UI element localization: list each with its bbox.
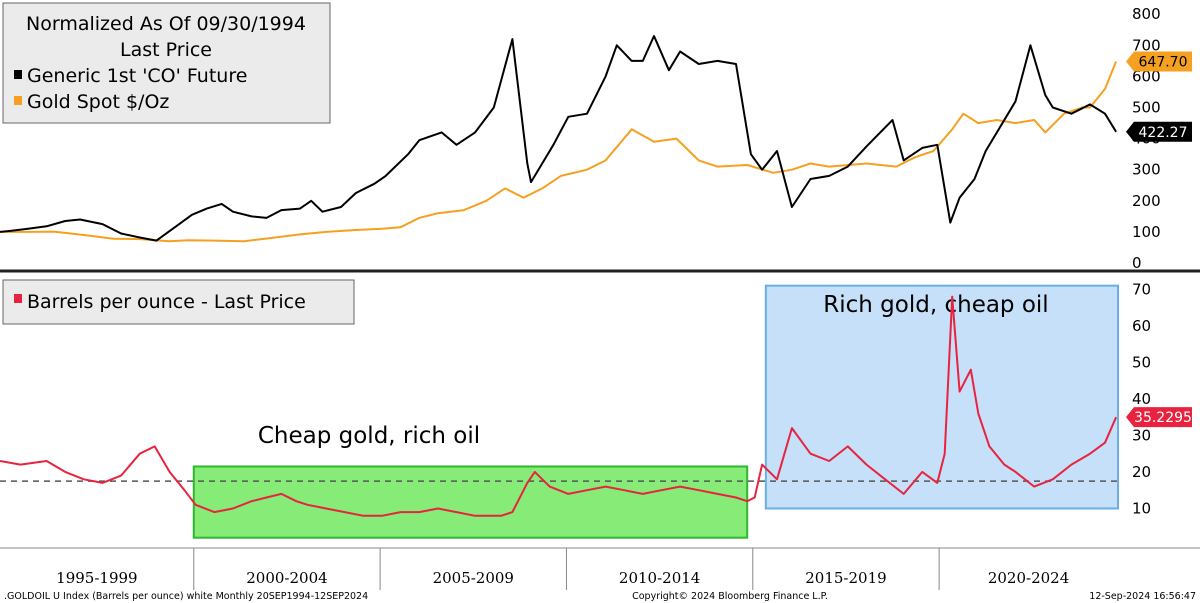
region-cheap-gold-rich-oil xyxy=(192,465,749,539)
bottom-y-tick-label: 50 xyxy=(1132,353,1151,371)
bottom-y-tick-label: 30 xyxy=(1132,426,1151,444)
legend-swatch-gold-spot xyxy=(14,96,22,105)
footer-index-info: .GOLDOIL U Index (Barrels per ounce) whi… xyxy=(4,591,368,602)
annotation-regions: Cheap gold, rich oil Rich gold, cheap oi… xyxy=(192,284,1120,539)
x-category-label: 2010-2014 xyxy=(619,569,700,587)
x-category-label: 2005-2009 xyxy=(433,569,514,587)
bottom-y-tick-label: 60 xyxy=(1132,317,1151,335)
bottom-y-tick-label: 70 xyxy=(1132,280,1151,298)
x-axis: 1995-1999 2000-2004 2005-2009 2010-2014 2015… xyxy=(56,548,1069,590)
bottom-y-tick-label: 40 xyxy=(1132,390,1151,408)
gold-last-value-badge-shape xyxy=(1126,51,1192,72)
annotation-rich-gold-cheap-oil: Rich gold, cheap oil xyxy=(823,292,1048,318)
legend-label-barrels-per-ounce: Barrels per ounce - Last Price xyxy=(27,291,306,313)
annotation-cheap-gold-rich-oil: Cheap gold, rich oil xyxy=(258,423,480,449)
top-y-tick-label: 700 xyxy=(1132,36,1161,54)
top-y-tick-label: 800 xyxy=(1132,5,1161,23)
crude-last-value-badge-shape xyxy=(1126,121,1192,142)
top-y-tick-label: 200 xyxy=(1132,192,1161,210)
bottom-legend: Barrels per ounce - Last Price xyxy=(2,279,355,325)
legend-swatch-crude-future xyxy=(14,70,22,79)
footer: .GOLDOIL U Index (Barrels per ounce) whi… xyxy=(4,591,1196,602)
top-y-tick-label: 500 xyxy=(1132,99,1161,117)
legend-title: Normalized As Of 09/30/1994 xyxy=(26,13,306,35)
legend-swatch-barrels-per-ounce xyxy=(14,294,22,303)
bottom-last-value-badges: 35.2295 xyxy=(1126,407,1192,428)
legend-label-gold-spot: Gold Spot $/Oz xyxy=(27,91,169,113)
barrels-last-value-badge-label: 35.2295 xyxy=(1134,410,1192,426)
top-y-tick-label: 600 xyxy=(1132,67,1161,85)
gold-last-value-badge: 647.70 xyxy=(1126,51,1192,72)
top-legend: Normalized As Of 09/30/1994 Last Price G… xyxy=(2,2,331,124)
bottom-y-tick-label: 20 xyxy=(1132,463,1151,481)
top-y-tick-label: 0 xyxy=(1132,254,1142,272)
crude-last-value-badge-label: 422.27 xyxy=(1139,125,1188,141)
region-rich-gold-cheap-oil xyxy=(764,284,1120,510)
footer-timestamp: 12-Sep-2024 16:56:47 xyxy=(1089,591,1196,602)
x-category-label: 1995-1999 xyxy=(56,569,137,587)
bottom-y-tick-label: 10 xyxy=(1132,499,1151,517)
top-legend-box xyxy=(2,2,331,124)
x-category-label: 2000-2004 xyxy=(246,569,327,587)
barrels-last-value-badge: 35.2295 xyxy=(1126,407,1192,428)
top-y-tick-label: 100 xyxy=(1132,223,1161,241)
barrels-last-value-badge-shape xyxy=(1126,407,1192,428)
legend-subtitle: Last Price xyxy=(120,39,212,61)
bottom-legend-box xyxy=(2,279,355,325)
top-y-tick-label: 300 xyxy=(1132,161,1161,179)
top-last-value-badges: 647.70 422.27 xyxy=(1126,51,1192,142)
crude-last-value-badge: 422.27 xyxy=(1126,121,1192,142)
top-series-group xyxy=(0,35,1118,243)
legend-label-crude-future: Generic 1st 'CO' Future xyxy=(27,65,247,87)
gold-last-value-badge-label: 647.70 xyxy=(1139,54,1188,70)
bottom-series-group xyxy=(0,295,1118,517)
barrels-per-ounce-series-line-0 xyxy=(0,295,1118,517)
bottom-y-axis: 10 20 30 40 50 60 70 xyxy=(1132,280,1151,517)
bottom-panel: Cheap gold, rich oil Rich gold, cheap oi… xyxy=(0,279,1192,539)
x-category-label: 2020-2024 xyxy=(988,569,1069,587)
footer-copyright: Copyright© 2024 Bloomberg Finance L.P. xyxy=(632,591,828,602)
gold-spot-series-line-0 xyxy=(0,61,1118,243)
crude-future-series-line-0 xyxy=(0,35,1117,242)
x-category-label: 2015-2019 xyxy=(805,569,886,587)
